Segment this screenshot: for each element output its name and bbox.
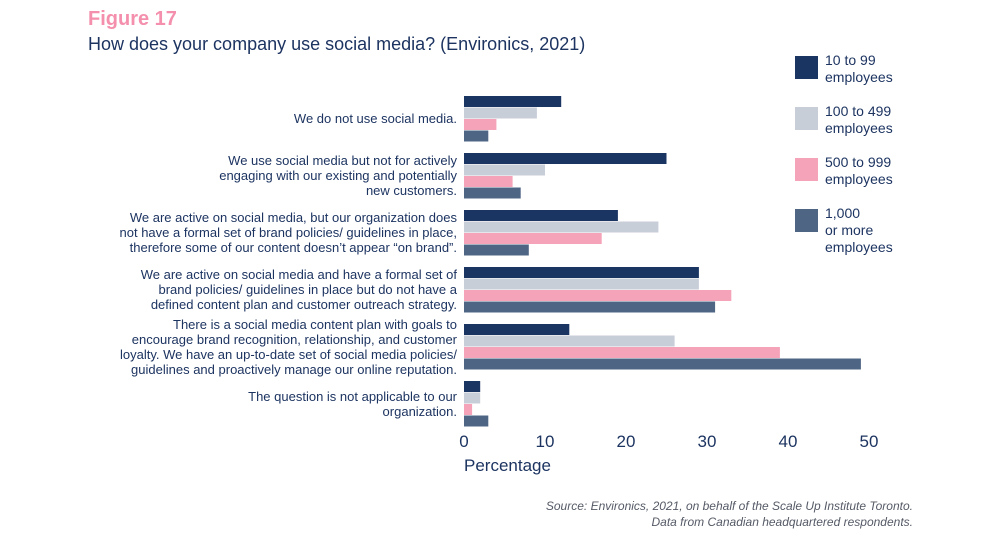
category-label-line: brand policies/ guidelines in place but …	[158, 282, 458, 298]
legend-swatch	[795, 158, 818, 181]
category-label-line: guidelines and proactively manage our on…	[131, 361, 457, 377]
x-tick-label: 0	[459, 432, 468, 451]
bar-cat2-series2	[464, 164, 545, 176]
bar-cat1-series2	[464, 107, 537, 119]
bar-cat4-series4	[464, 301, 716, 313]
source-note: Source: Environics, 2021, on behalf of t…	[546, 498, 913, 530]
category-label-line: There is a social media content plan wit…	[173, 316, 457, 332]
legend-label: 1,000 or more employees	[825, 205, 893, 255]
category-label: We use social media but not for actively…	[37, 153, 457, 198]
category-label-line: new customers.	[365, 183, 457, 199]
category-label-line: not have a formal set of brand policies/…	[119, 225, 457, 241]
legend-item: 500 to 999 employees	[795, 154, 995, 205]
bar-cat3-series3	[464, 233, 602, 244]
legend-swatch	[795, 56, 818, 79]
bar-cat2-series3	[464, 176, 513, 187]
legend-item: 10 to 99 employees	[795, 52, 995, 103]
legend-swatch	[795, 209, 818, 232]
bar-cat3-series1	[464, 210, 618, 221]
bar-cat6-series4	[464, 415, 489, 427]
category-label: We do not use social media.	[37, 111, 457, 126]
category-label-line: We are active on social media, but our o…	[129, 210, 457, 226]
x-tick-label: 50	[860, 432, 879, 451]
bar-cat3-series4	[464, 244, 529, 256]
x-axis-label: Percentage	[464, 456, 551, 475]
bar-cat2-series4	[464, 187, 521, 199]
x-tick-label: 10	[536, 432, 555, 451]
bar-cat5-series2	[464, 335, 675, 347]
legend-label: 500 to 999 employees	[825, 154, 893, 187]
category-label-line: engaging with our existing and potential…	[219, 168, 457, 184]
figure-label: Figure 17	[88, 8, 177, 30]
category-label-line: We use social media but not for actively	[228, 153, 457, 169]
legend-label: 100 to 499 employees	[825, 103, 893, 136]
x-tick-label: 40	[779, 432, 798, 451]
bar-cat1-series3	[464, 119, 497, 130]
category-label-line: organization.	[382, 403, 457, 419]
category-label-line: loyalty. We have an up-to-date set of so…	[120, 346, 457, 362]
category-label-line: defined content plan and customer outrea…	[150, 297, 457, 313]
bar-cat6-series2	[464, 392, 481, 404]
source-line-2: Data from Canadian headquartered respond…	[651, 515, 913, 529]
category-label: We are active on social media and have a…	[37, 267, 457, 312]
bar-cat6-series1	[464, 381, 481, 392]
bar-cat5-series1	[464, 324, 570, 335]
x-tick-label: 20	[617, 432, 636, 451]
bar-cat4-series2	[464, 278, 699, 290]
category-label: There is a social media content plan wit…	[37, 317, 457, 377]
bar-cat5-series4	[464, 358, 861, 370]
bar-cat2-series1	[464, 153, 667, 164]
legend-item: 1,000 or more employees	[795, 205, 995, 265]
bar-cat6-series3	[464, 404, 473, 415]
x-tick-label: 30	[698, 432, 717, 451]
bar-cat1-series1	[464, 96, 562, 107]
bar-cat4-series3	[464, 290, 732, 301]
bar-cat5-series3	[464, 347, 780, 358]
category-label-line: We are active on social media and have a…	[140, 267, 457, 283]
category-label-line: encourage brand recognition, relationshi…	[131, 331, 457, 347]
legend: 10 to 99 employees 100 to 499 employees 50…	[795, 52, 995, 265]
legend-swatch	[795, 107, 818, 130]
figure-title: How does your company use social media? …	[88, 34, 586, 54]
bar-cat1-series4	[464, 130, 489, 142]
legend-label: 10 to 99 employees	[825, 52, 893, 85]
bar-cat3-series2	[464, 221, 659, 233]
category-label: The question is not applicable to our org…	[37, 389, 457, 419]
category-label-line: therefore some of our content doesn’t ap…	[129, 240, 457, 256]
legend-item: 100 to 499 employees	[795, 103, 995, 154]
category-label-line: We do not use social media.	[293, 111, 457, 127]
category-label: We are active on social media, but our o…	[37, 210, 457, 255]
category-label-line: The question is not applicable to our	[248, 388, 457, 404]
source-line-1: Source: Environics, 2021, on behalf of t…	[545, 499, 913, 513]
bar-cat4-series1	[464, 267, 699, 278]
